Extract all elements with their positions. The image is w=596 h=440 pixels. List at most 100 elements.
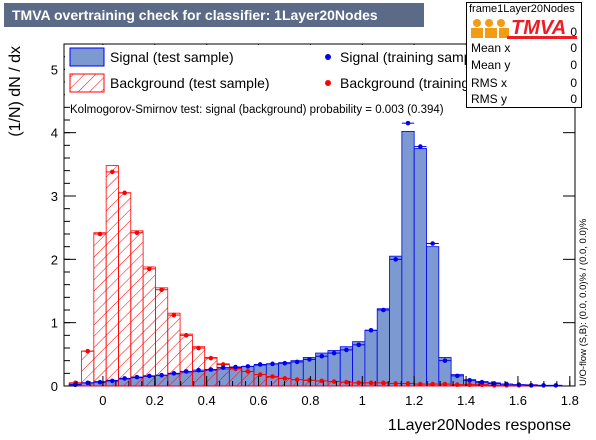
- background-test-bar: [179, 333, 193, 387]
- signal-train-point: [208, 367, 214, 372]
- background-train-point: [97, 231, 103, 237]
- signal-test-bar: [376, 308, 390, 387]
- ks-test-label: Kolmogorov-Smirnov test: signal (backgro…: [70, 104, 444, 116]
- background-test-bar: [118, 192, 132, 387]
- stats-label: RMS y: [471, 92, 507, 106]
- signal-train-point: [220, 365, 226, 370]
- signal-train-point: [159, 372, 164, 378]
- y-tick-label: 2: [51, 252, 58, 267]
- stats-row-rms-x: RMS x 0: [471, 76, 579, 92]
- background-test-bar: [191, 346, 206, 387]
- signal-train-point: [110, 378, 115, 384]
- background-test-bar: [142, 266, 156, 387]
- signal-train-point: [270, 361, 275, 367]
- signal-train-point: [85, 380, 90, 386]
- x-tick-label: 0.2: [146, 393, 164, 408]
- background-train-point: [122, 190, 127, 196]
- signal-train-point: [146, 373, 152, 379]
- x-tick-label: 1.8: [561, 393, 579, 408]
- stats-label: Mean y: [471, 58, 511, 72]
- signal-train-point: [134, 374, 140, 380]
- legend-signal-train-label: Signal (training sample): [340, 49, 487, 65]
- signal-train-point: [282, 360, 288, 366]
- signal-train-point: [516, 382, 522, 388]
- background-train-point: [307, 378, 312, 383]
- legend-signal-test-label: Signal (test sample): [110, 49, 234, 65]
- signal-train-point: [233, 364, 238, 370]
- x-axis-label: 1Layer20Nodes response: [388, 417, 571, 434]
- x-tick-label: 0.8: [301, 393, 319, 408]
- signal-train-point: [442, 358, 448, 363]
- x-tick-label: 1: [359, 393, 366, 408]
- background-train-point: [393, 381, 398, 386]
- signal-train-point: [479, 379, 485, 385]
- background-train-point: [270, 374, 275, 379]
- y-tick-label: 1: [51, 316, 58, 331]
- signal-train-point: [122, 376, 127, 381]
- background-train-point: [134, 230, 140, 236]
- background-train-point: [208, 355, 214, 361]
- signal-train-point: [294, 359, 300, 365]
- background-train-point: [356, 380, 362, 386]
- stats-value: 0: [570, 41, 577, 55]
- plot-title: TMVA overtraining check for classifier: …: [4, 3, 424, 27]
- stats-value: 0: [570, 58, 577, 72]
- signal-train-point: [418, 144, 423, 149]
- background-train-point: [344, 379, 349, 385]
- background-train-point: [245, 369, 251, 374]
- background-train-point: [381, 380, 386, 386]
- background-train-point: [331, 379, 337, 384]
- x-tick-label: 0.4: [198, 393, 216, 408]
- tmva-logo-text: TMVA: [511, 17, 567, 39]
- y-tick-label: 0: [51, 379, 58, 394]
- stats-value: 0: [570, 92, 577, 106]
- legend-signal-test-swatch: [69, 47, 105, 67]
- signal-train-point: [356, 342, 362, 348]
- background-train-point: [405, 381, 411, 386]
- y-tick-label: 4: [51, 126, 58, 141]
- overflow-label: U/O-flow (S,B): (0.0, 0.0)% / (0.0, 0.0)…: [578, 218, 589, 386]
- y-tick-label: 3: [51, 189, 58, 204]
- tmva-logo: TMVA: [467, 15, 581, 41]
- signal-train-point: [381, 307, 386, 313]
- signal-train-point: [467, 378, 472, 383]
- background-train-point: [159, 287, 164, 293]
- background-train-point: [85, 348, 90, 354]
- background-train-point: [294, 377, 300, 382]
- signal-train-point: [393, 257, 398, 262]
- legend-signal-train-marker: [325, 54, 331, 60]
- signal-train-point: [257, 362, 263, 367]
- y-tick-label: 5: [51, 62, 58, 77]
- stats-row-entries: 0: [471, 25, 579, 41]
- background-train-point: [171, 312, 177, 318]
- stats-value: 0: [570, 25, 577, 39]
- background-train-point: [110, 169, 115, 175]
- signal-train-point: [307, 357, 312, 362]
- background-test-bar: [105, 165, 119, 387]
- stats-label: RMS x: [471, 76, 507, 90]
- tmva-logo-icon: [467, 15, 581, 41]
- signal-train-point: [171, 371, 177, 376]
- legend-background-train-marker: [325, 80, 331, 86]
- stats-row-mean-x: Mean x 0: [471, 41, 579, 57]
- signal-train-point: [97, 379, 103, 385]
- legend-background-test-label: Background (test sample): [110, 75, 270, 91]
- background-test-bar: [93, 232, 107, 387]
- background-train-point: [455, 382, 460, 388]
- signal-test-bar: [413, 148, 427, 387]
- background-train-point: [196, 345, 201, 351]
- background-train-point: [146, 266, 152, 272]
- background-test-bar: [155, 287, 169, 387]
- signal-test-bar: [364, 329, 378, 387]
- background-train-point: [183, 333, 189, 338]
- signal-train-point: [368, 327, 374, 333]
- stats-row-rms-y: RMS y 0: [471, 92, 579, 108]
- signal-test-bar: [401, 130, 415, 387]
- x-tick-label: 0: [99, 393, 106, 408]
- x-tick-label: 1.4: [457, 393, 475, 408]
- stats-label: Mean x: [471, 41, 511, 55]
- x-tick-label: 0.6: [250, 393, 268, 408]
- y-axis-label: (1/N) dN / dx: [7, 46, 24, 137]
- background-train-point: [442, 381, 448, 387]
